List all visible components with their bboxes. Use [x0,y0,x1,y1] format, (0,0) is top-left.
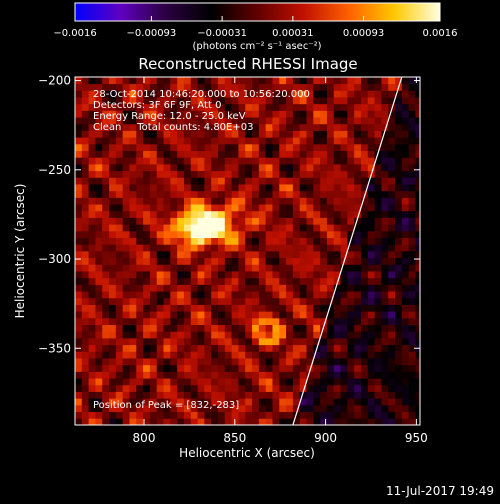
solar-limb-line [292,77,403,425]
axis-ticks: 800 850 900 950 −200 −250 −300 −350 [38,74,428,445]
heatmap-image [75,77,420,425]
peak-position-label: Position of Peak = [832,-283] [93,400,239,411]
chart-title: Reconstructed RHESSI Image [138,55,357,73]
y-axis-label: Heliocentric Y (arcsec) [13,184,27,319]
colorbar-ticks: −0.0016 −0.00093 −0.00031 0.00031 0.00093 0.0… [53,16,458,39]
y-tick-label: −250 [38,163,71,177]
colorbar-tick-label: −0.00093 [127,28,177,39]
x-tick-label: 850 [223,431,246,445]
x-tick-label: 900 [314,431,337,445]
colorbar [74,2,441,22]
annotation-detectors: Detectors: 3F 6F 9F, Att 0 [93,100,221,111]
x-tick-label: 950 [405,431,428,445]
colorbar-tick-label: 0.0016 [423,28,458,39]
plot-frame [74,76,421,426]
y-tick-label: −350 [38,341,71,355]
colorbar-tick-label: −0.0016 [53,28,96,39]
colorbar-tick-label: −0.00031 [197,28,247,39]
footer-timestamp: 11-Jul-2017 19:49 [386,484,494,498]
x-axis-label: Heliocentric X (arcsec) [179,446,315,460]
annotation-time-range: 28-Oct-2014 10:46:20.000 to 10:56:20.000 [93,89,310,100]
x-tick-label: 800 [133,431,156,445]
annotation-energy-range: Energy Range: 12.0 - 25.0 keV [93,111,246,122]
colorbar-tick-label: 0.00031 [272,28,313,39]
colorbar-tick-label: 0.00093 [343,28,384,39]
colorbar-label: (photons cm⁻² s⁻¹ asec⁻²) [192,41,321,52]
annotation-clean-counts: Clean Total counts: 4.80E+03 [93,122,253,133]
y-tick-label: −300 [38,252,71,266]
y-tick-label: −200 [38,74,71,88]
